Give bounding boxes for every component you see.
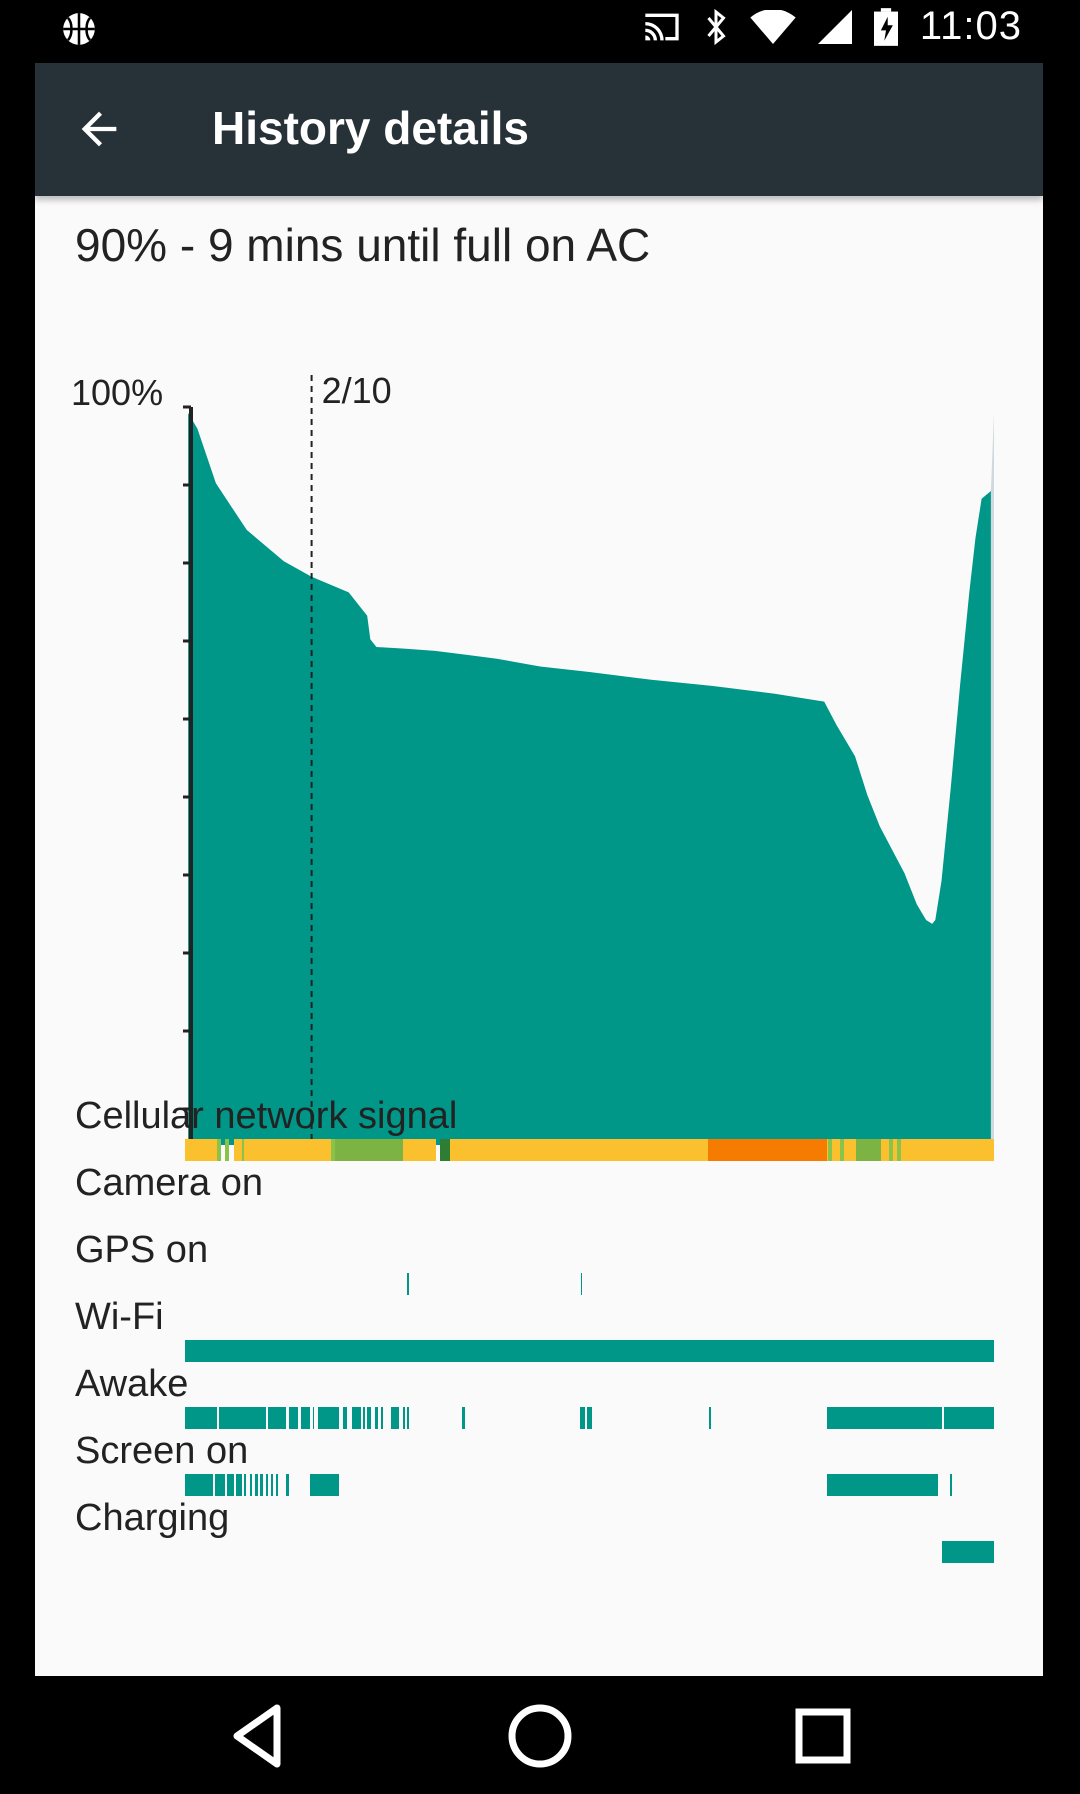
timeline-segment	[185, 1340, 994, 1362]
timeline-segment	[286, 1474, 289, 1496]
timeline-segment	[217, 1139, 222, 1161]
timeline-segment	[362, 1407, 365, 1429]
timeline-segment	[403, 1407, 406, 1429]
timeline-segment	[334, 1139, 404, 1161]
status-bar: 11:03	[0, 0, 1080, 63]
timeline-segment	[185, 1407, 218, 1429]
nav-back-icon[interactable]	[217, 1696, 297, 1776]
timeline-track	[185, 1273, 994, 1295]
timeline-track	[185, 1340, 994, 1362]
timeline-segment	[828, 1139, 833, 1161]
timeline-segment	[449, 1139, 708, 1161]
timeline-track	[185, 1474, 994, 1496]
timeline-segment	[461, 1407, 465, 1429]
timeline-segment	[707, 1139, 827, 1161]
clock: 11:03	[919, 4, 1022, 48]
timeline-segment	[407, 1139, 436, 1161]
timeline-segment	[312, 1407, 315, 1429]
timeline-segment	[300, 1407, 311, 1429]
timeline-segment	[913, 1139, 994, 1161]
timeline-segment	[270, 1474, 274, 1496]
timeline-segment	[407, 1407, 410, 1429]
timeline-segment	[391, 1407, 400, 1429]
timeline-segment	[310, 1474, 339, 1496]
basketball-icon	[63, 13, 95, 45]
timeline-segment	[260, 1474, 263, 1496]
battery-charging-icon	[873, 7, 898, 46]
timeline-track	[185, 1139, 994, 1161]
wifi-icon	[750, 9, 796, 44]
timeline-segment	[218, 1407, 266, 1429]
timeline-segment	[265, 1474, 269, 1496]
timeline-segment	[249, 1474, 253, 1496]
timeline-segment	[244, 1139, 331, 1161]
page-title: History details	[212, 102, 529, 154]
timeline-segment	[439, 1139, 450, 1161]
timeline-segment	[352, 1407, 362, 1429]
app-window: History details 90% - 9 mins until full …	[35, 63, 1043, 1676]
timeline-segment	[288, 1407, 299, 1429]
timeline-segment	[318, 1407, 339, 1429]
timeline-segment	[367, 1407, 372, 1429]
timeline-label: Charging	[75, 1497, 230, 1539]
timeline-segment	[950, 1474, 952, 1496]
battery-status-text: 90% - 9 mins until full on AC	[75, 219, 651, 271]
timeline-segment	[214, 1474, 226, 1496]
navigation-bar	[0, 1676, 1080, 1794]
timeline-segment	[709, 1407, 711, 1429]
bluetooth-icon	[707, 8, 726, 45]
timeline-segment	[380, 1407, 384, 1429]
timeline-segment	[233, 1139, 242, 1161]
timeline-segment	[342, 1407, 347, 1429]
timeline-label: Camera on	[75, 1162, 263, 1204]
timeline-segment	[225, 1139, 230, 1161]
cast-icon	[645, 13, 679, 40]
timeline-segment	[244, 1474, 247, 1496]
timeline-segment	[826, 1474, 939, 1496]
timeline-segment	[888, 1139, 893, 1161]
timeline-label: Awake	[75, 1363, 189, 1405]
timeline-segment	[241, 1139, 245, 1161]
signal-icon	[817, 9, 852, 44]
timeline-segment	[579, 1407, 586, 1429]
timeline-segment	[185, 1474, 214, 1496]
back-arrow-icon[interactable]	[73, 103, 125, 155]
timeline-segment	[255, 1474, 258, 1496]
timeline-label: Cellular network signal	[75, 1095, 458, 1137]
nav-recents-icon[interactable]	[783, 1696, 863, 1776]
timeline-segment	[896, 1139, 901, 1161]
timeline-segment	[227, 1474, 234, 1496]
timeline-segment	[826, 1407, 943, 1429]
timeline-segment	[840, 1139, 845, 1161]
timeline-segment	[267, 1407, 287, 1429]
timeline-segment	[403, 1139, 408, 1161]
timeline-segment	[275, 1474, 279, 1496]
timeline-segment	[185, 1139, 218, 1161]
timeline-label: Screen on	[75, 1430, 249, 1472]
timeline-segment	[407, 1273, 410, 1295]
timeline-segment	[580, 1273, 583, 1295]
timeline-segment	[375, 1407, 378, 1429]
timeline-segment	[330, 1139, 335, 1161]
timeline-label: Wi-Fi	[75, 1296, 164, 1338]
timeline-track	[185, 1206, 994, 1228]
timeline-track	[185, 1407, 994, 1429]
y-label-top: 100%	[71, 372, 163, 413]
timeline-segment	[235, 1474, 242, 1496]
timeline-label: GPS on	[75, 1229, 209, 1271]
timeline-segment	[856, 1139, 881, 1161]
charge-projection-area	[990, 413, 994, 1145]
nav-home-icon[interactable]	[500, 1696, 580, 1776]
battery-level-area	[188, 413, 991, 1145]
timeline-segment	[587, 1407, 592, 1429]
toolbar: History details	[35, 63, 1043, 196]
date-marker-label: 2/10	[322, 370, 392, 411]
timeline-track	[185, 1541, 994, 1563]
timeline-segment	[942, 1541, 994, 1563]
timeline-segment	[943, 1407, 994, 1429]
